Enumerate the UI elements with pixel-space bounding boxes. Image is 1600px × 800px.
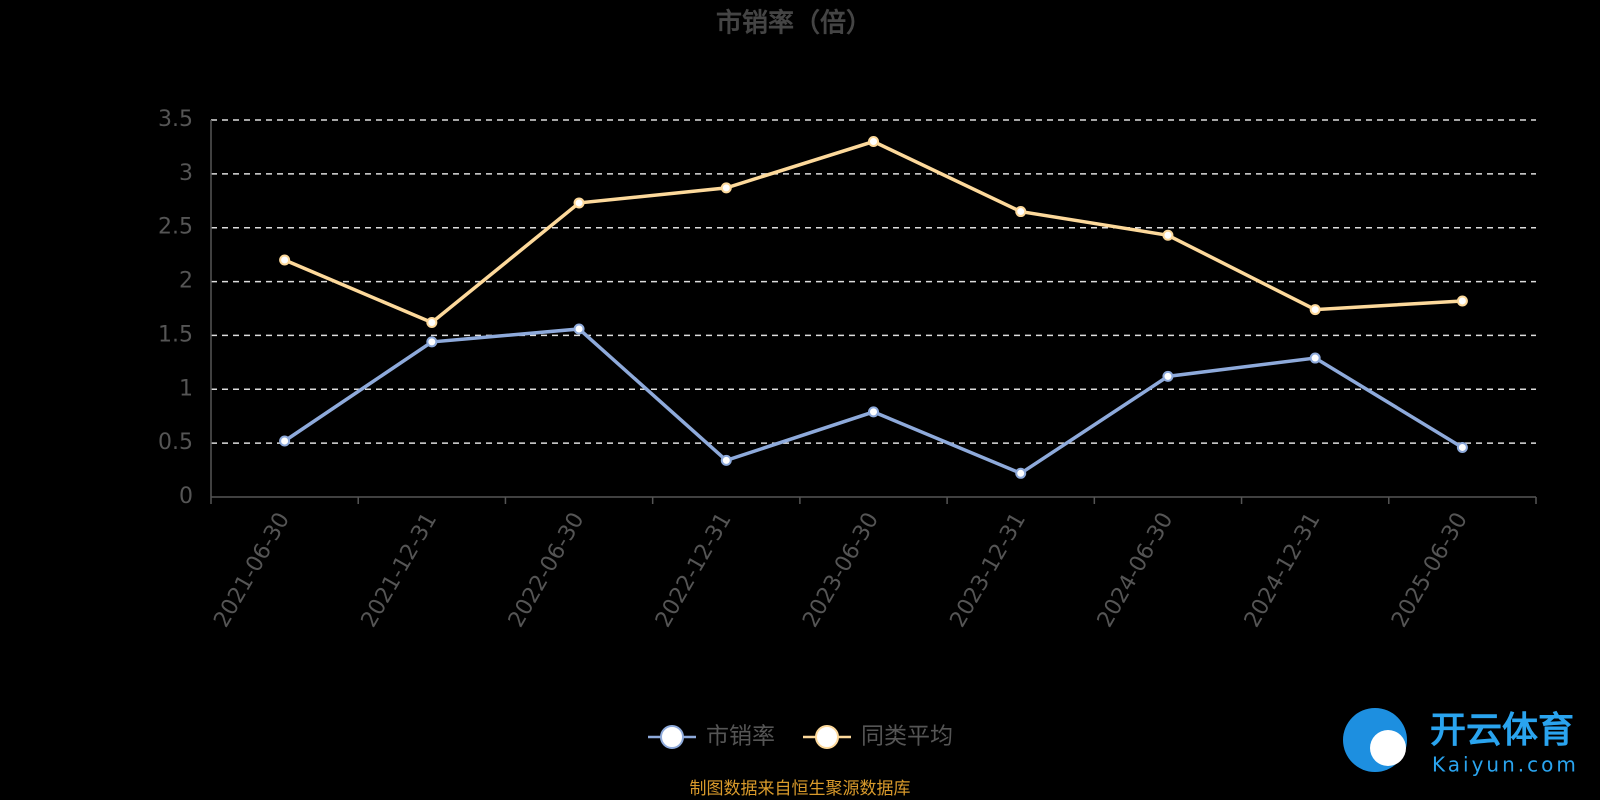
- data-point: [1456, 441, 1468, 453]
- legend-label: 同类平均: [861, 724, 953, 750]
- legend: 市销率 同类平均: [648, 724, 953, 750]
- data-point: [279, 254, 291, 266]
- data-point: [720, 182, 732, 194]
- data-point: [1015, 206, 1027, 218]
- data-point: [426, 317, 438, 329]
- data-point: [1309, 304, 1321, 316]
- data-point: [1162, 229, 1174, 241]
- y-tick-label: 1.5: [158, 322, 193, 347]
- y-tick-label: 2: [179, 269, 193, 294]
- chart-title: 市销率（倍）: [716, 8, 872, 39]
- watermark-logo: [1370, 730, 1406, 766]
- data-point: [573, 197, 585, 209]
- data-point: [1162, 370, 1174, 382]
- y-tick-label: 0: [179, 484, 193, 509]
- y-tick-label: 0.5: [158, 430, 193, 455]
- y-tick-label: 3.5: [158, 107, 193, 132]
- data-point: [279, 435, 291, 447]
- data-point: [1456, 295, 1468, 307]
- legend-label: 市销率: [706, 724, 775, 750]
- data-point: [720, 454, 732, 466]
- watermark-site: Kaiyun.com: [1432, 753, 1579, 777]
- source-note: 制图数据来自恒生聚源数据库: [690, 779, 911, 799]
- y-tick-label: 2.5: [158, 215, 193, 240]
- watermark: 开云体育 Kaiyun.com: [1343, 708, 1579, 777]
- data-point: [868, 406, 879, 418]
- data-point: [868, 136, 879, 148]
- watermark-brand: 开云体育: [1430, 710, 1574, 751]
- y-tick-label: 3: [179, 161, 193, 186]
- y-tick-label: 1: [179, 376, 193, 401]
- data-point: [1309, 352, 1321, 364]
- data-point: [1015, 467, 1027, 479]
- data-point: [426, 336, 438, 348]
- legend-marker: [660, 725, 684, 749]
- data-point: [573, 323, 585, 335]
- legend-marker: [815, 725, 839, 749]
